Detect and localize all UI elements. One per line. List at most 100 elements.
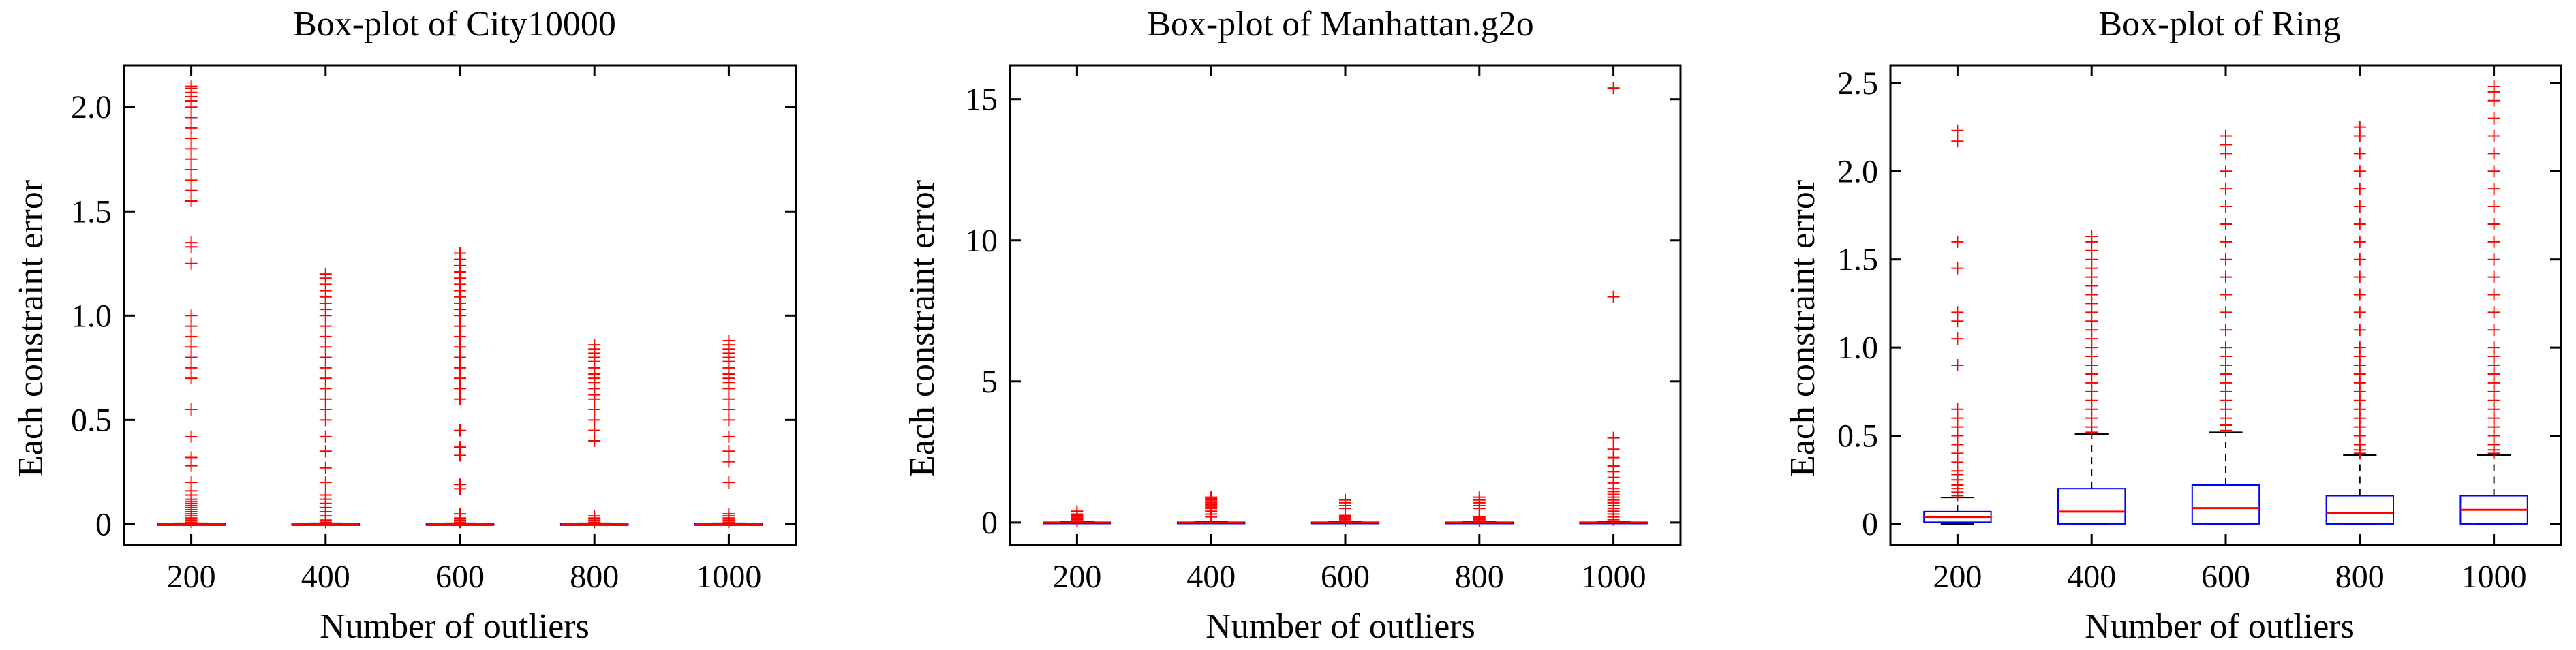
box-400: [291, 268, 361, 529]
box-1000: [2459, 80, 2528, 525]
y-tick-label: 5: [981, 364, 998, 400]
outlier-point: [454, 392, 466, 405]
box-800: [559, 339, 629, 529]
outlier-point: [454, 320, 466, 332]
y-tick-label: 1.5: [1837, 242, 1878, 278]
x-tick-label: 400: [2067, 559, 2116, 595]
outlier-point: [2487, 253, 2500, 266]
x-tick-label: 1000: [1581, 559, 1646, 595]
outlier-point: [588, 434, 601, 447]
outlier-point: [2220, 324, 2232, 337]
outlier-point: [185, 142, 198, 155]
outlier-point: [722, 430, 735, 443]
outlier-point: [2220, 129, 2232, 142]
outlier-point: [1951, 332, 1964, 345]
box-600: [425, 247, 495, 529]
outlier-point: [1607, 443, 1620, 456]
y-tick-label: 2.0: [71, 89, 112, 125]
outlier-point: [185, 184, 198, 197]
outlier-point: [2487, 147, 2500, 160]
outlier-point: [2353, 147, 2366, 160]
outlier-point: [1473, 491, 1486, 504]
outlier-point: [2353, 121, 2366, 134]
outlier-point: [2353, 217, 2366, 230]
outlier-point: [722, 414, 735, 427]
chart-title: Box-plot of Manhattan.g2o: [1147, 5, 1534, 44]
outlier-point: [2487, 341, 2500, 354]
box-200: [157, 80, 226, 529]
outlier-point: [454, 424, 466, 437]
outlier-point: [185, 164, 198, 176]
x-tick-label: 800: [570, 559, 619, 595]
plot-area: 0 5 10 15 200 400 600 800 1000: [965, 64, 1682, 595]
outlier-point: [1951, 403, 1964, 416]
plot-area: 0 0.5 1.0 1.5 2.0 2.5 200 400 600 800 1000: [1837, 64, 2562, 595]
outlier-point: [588, 424, 601, 437]
outlier-point: [319, 476, 332, 489]
outlier-point: [722, 455, 735, 468]
outlier-point: [454, 382, 466, 395]
outlier-point: [454, 341, 466, 354]
y-tick-label: 15: [965, 82, 998, 118]
outlier-point: [1339, 493, 1351, 506]
x-tick-label: 400: [1186, 559, 1236, 595]
y-tick-label: 10: [965, 223, 998, 259]
outlier-point: [185, 194, 198, 207]
outlier-point: [454, 372, 466, 385]
outlier-point: [2353, 306, 2366, 319]
outlier-point: [2487, 217, 2500, 230]
x-tick-label: 200: [167, 559, 216, 595]
outlier-point: [1951, 359, 1964, 371]
outlier-point: [319, 414, 332, 427]
outlier-point: [2353, 235, 2366, 248]
iqr-box: [2325, 495, 2395, 525]
box-200: [1923, 124, 1992, 525]
outlier-point: [319, 351, 332, 364]
panel-ring: Box-plot of Ring Number of outliers Each…: [1783, 5, 2562, 646]
outlier-point: [319, 361, 332, 374]
x-tick-label: 1000: [696, 559, 761, 595]
chart-title: Box-plot of City10000: [293, 5, 616, 44]
outlier-point: [185, 351, 198, 364]
outlier-point: [2487, 165, 2500, 178]
outlier-point: [319, 330, 332, 343]
y-tick-label: 2.0: [1837, 153, 1878, 189]
y-axis-label: Each constraint error: [903, 180, 942, 477]
y-tick-label: 1.0: [1837, 330, 1878, 366]
outlier-point: [1205, 491, 1218, 504]
outlier-point: [185, 80, 198, 93]
outlier-point: [185, 361, 198, 374]
outlier-point: [185, 121, 198, 134]
outlier-point: [185, 330, 198, 343]
x-tick-label: 800: [2335, 559, 2385, 595]
iqr-box: [2057, 488, 2126, 525]
outlier-point: [2220, 270, 2232, 283]
outlier-point: [2220, 200, 2232, 213]
plot-area: 0 0.5 1.0 1.5 2.0 200 400 600 800 1000: [71, 64, 797, 595]
outlier-point: [722, 335, 735, 347]
outlier-point: [2487, 183, 2500, 196]
outlier-point: [185, 430, 198, 443]
outlier-point: [1607, 290, 1620, 303]
outlier-point: [2353, 270, 2366, 283]
outlier-point: [2353, 183, 2366, 196]
y-tick-label: 0: [1862, 506, 1878, 542]
outlier-point: [454, 361, 466, 374]
box-800: [2325, 121, 2395, 525]
outlier-point: [2487, 270, 2500, 283]
outlier-point: [2487, 112, 2500, 125]
outlier-point: [2487, 80, 2500, 93]
outlier-point: [2220, 183, 2232, 196]
y-tick-label: 0.5: [1837, 418, 1878, 454]
outlier-point: [185, 341, 198, 354]
outlier-point: [1951, 235, 1964, 248]
outlier-point: [588, 339, 601, 352]
outlier-point: [1951, 306, 1964, 319]
outlier-point: [1607, 431, 1620, 444]
outlier-point: [319, 320, 332, 332]
outlier-point: [319, 403, 332, 416]
x-tick-label: 200: [1052, 559, 1101, 595]
chart-title: Box-plot of Ring: [2098, 5, 2340, 44]
outlier-point: [2085, 230, 2098, 243]
outlier-point: [319, 372, 332, 385]
